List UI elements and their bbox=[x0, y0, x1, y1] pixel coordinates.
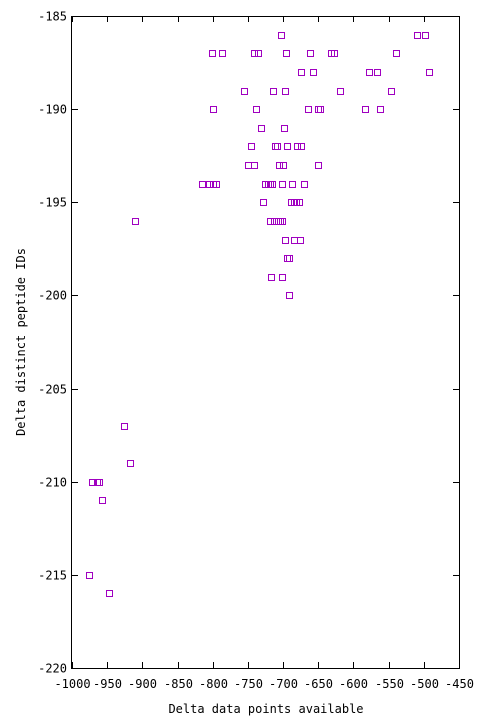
data-point bbox=[286, 292, 293, 299]
x-tick-label: -600 bbox=[339, 677, 368, 691]
data-point bbox=[260, 199, 267, 206]
x-tick-label: -850 bbox=[164, 677, 193, 691]
data-point bbox=[280, 162, 287, 169]
data-point bbox=[206, 181, 213, 188]
data-point bbox=[245, 162, 252, 169]
data-point bbox=[315, 162, 322, 169]
x-tick-label: -900 bbox=[128, 677, 157, 691]
data-point bbox=[297, 237, 304, 244]
data-point bbox=[270, 88, 277, 95]
data-point bbox=[315, 106, 322, 113]
y-tick-label: -190 bbox=[38, 103, 67, 117]
axis-ticks bbox=[72, 16, 460, 669]
data-point bbox=[268, 274, 275, 281]
y-tick-label: -200 bbox=[38, 289, 67, 303]
x-tick-label: -450 bbox=[445, 677, 474, 691]
data-point bbox=[284, 255, 291, 262]
data-point bbox=[132, 218, 139, 225]
data-point bbox=[282, 88, 289, 95]
data-point bbox=[388, 88, 395, 95]
data-point bbox=[219, 50, 226, 57]
data-point bbox=[277, 218, 284, 225]
data-point bbox=[281, 125, 288, 132]
y-tick-label: -220 bbox=[38, 662, 67, 676]
data-point bbox=[241, 88, 248, 95]
data-point bbox=[286, 255, 293, 262]
data-point bbox=[89, 479, 96, 486]
y-tick-label: -205 bbox=[38, 383, 67, 397]
data-point bbox=[283, 50, 290, 57]
data-point bbox=[291, 237, 298, 244]
x-tick-labels: -1000 -950 -900 -850 -800 -750 -700 -650 -600 -55… bbox=[54, 677, 474, 691]
data-point bbox=[362, 106, 369, 113]
data-point bbox=[296, 199, 303, 206]
data-point bbox=[271, 218, 278, 225]
data-point bbox=[305, 106, 312, 113]
data-points bbox=[86, 32, 433, 597]
data-point bbox=[310, 69, 317, 76]
data-point bbox=[99, 497, 106, 504]
y-tick-label: -210 bbox=[38, 476, 67, 490]
data-point bbox=[331, 50, 338, 57]
data-point bbox=[213, 181, 220, 188]
data-point bbox=[96, 479, 103, 486]
data-point bbox=[366, 69, 373, 76]
data-point bbox=[279, 181, 286, 188]
data-point bbox=[307, 50, 314, 57]
data-point bbox=[414, 32, 421, 39]
y-tick-labels: -220 -215 -210 -205 -200 -195 -190 -185 bbox=[38, 10, 67, 676]
data-point bbox=[282, 237, 289, 244]
data-point bbox=[274, 143, 281, 150]
data-point bbox=[279, 218, 286, 225]
data-point bbox=[255, 50, 262, 57]
data-point bbox=[337, 88, 344, 95]
data-point bbox=[275, 218, 282, 225]
data-point bbox=[317, 106, 324, 113]
data-point bbox=[248, 143, 255, 150]
data-point bbox=[269, 181, 276, 188]
y-tick-label: -185 bbox=[38, 10, 67, 24]
data-point bbox=[422, 32, 429, 39]
data-point bbox=[289, 181, 296, 188]
y-tick-label: -215 bbox=[38, 569, 67, 583]
data-point bbox=[86, 572, 93, 579]
x-tick-label: -500 bbox=[410, 677, 439, 691]
x-axis-title: Delta data points available bbox=[168, 702, 363, 716]
data-point bbox=[278, 32, 285, 39]
x-tick-label: -1000 bbox=[54, 677, 90, 691]
data-point bbox=[279, 274, 286, 281]
x-tick-label: -750 bbox=[234, 677, 263, 691]
data-point bbox=[298, 143, 305, 150]
data-point bbox=[210, 106, 217, 113]
data-point bbox=[199, 181, 206, 188]
x-tick-label: -950 bbox=[93, 677, 122, 691]
data-point bbox=[301, 181, 308, 188]
data-point bbox=[272, 143, 279, 150]
y-tick-label: -195 bbox=[38, 196, 67, 210]
x-tick-label: -650 bbox=[304, 677, 333, 691]
data-point bbox=[426, 69, 433, 76]
data-point bbox=[253, 106, 260, 113]
data-point bbox=[294, 143, 301, 150]
data-point bbox=[284, 143, 291, 150]
data-point bbox=[106, 590, 113, 597]
data-point bbox=[393, 50, 400, 57]
data-point bbox=[251, 50, 258, 57]
x-tick-label: -550 bbox=[375, 677, 404, 691]
y-axis-title: Delta distinct peptide IDs bbox=[14, 248, 28, 436]
data-point bbox=[258, 125, 265, 132]
data-point bbox=[377, 106, 384, 113]
data-point bbox=[121, 423, 128, 430]
data-point bbox=[374, 69, 381, 76]
plot-frame bbox=[71, 16, 460, 669]
data-point bbox=[276, 162, 283, 169]
data-point bbox=[251, 162, 258, 169]
data-point bbox=[298, 69, 305, 76]
data-point bbox=[127, 460, 134, 467]
data-point bbox=[209, 50, 216, 57]
x-tick-label: -700 bbox=[269, 677, 298, 691]
data-point bbox=[267, 218, 274, 225]
x-tick-label: -800 bbox=[199, 677, 228, 691]
